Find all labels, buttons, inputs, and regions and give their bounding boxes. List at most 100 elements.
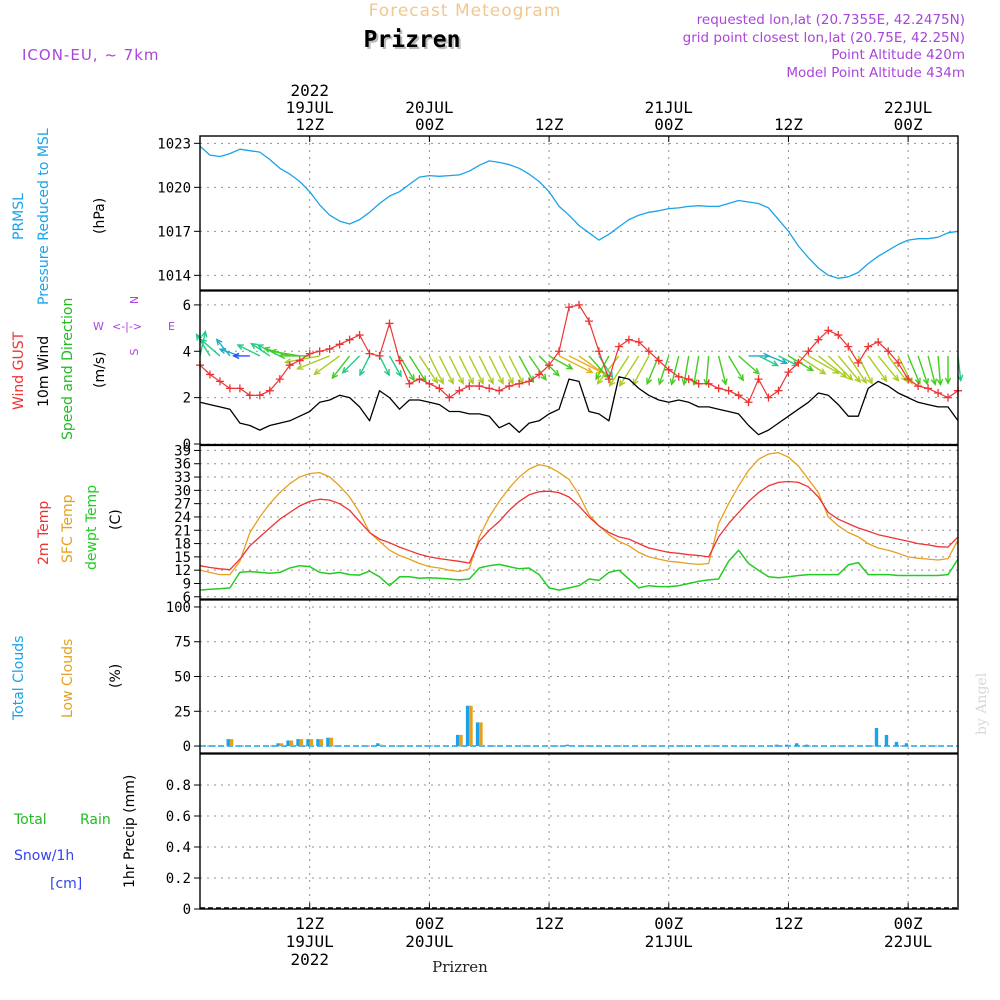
wind-arrow-head [437,377,444,385]
low-cloud-bar [299,739,304,747]
ytick-label-2: 6 [183,590,191,606]
wind-arrow [927,355,936,385]
ytick-label-2: 9 [183,576,191,592]
low-cloud-bar [459,734,463,747]
wind-arrow [728,355,744,381]
wind-arrow-head [854,375,862,384]
wind-arrow-head [477,377,484,385]
gust-marker [575,300,583,309]
wind-arrow-head [232,352,240,360]
wind-arrow [418,355,438,384]
wind-arrow-head [866,377,873,385]
temp-unit: (C) [108,509,124,530]
wind-arrow [768,355,787,364]
wind-arrow [488,355,504,384]
wind-arrow [798,355,826,375]
precip-rain-label: Rain [80,812,111,828]
wind-arrow [738,355,760,375]
wind-arrow [705,355,710,385]
gust-marker [335,340,344,349]
gust-marker [205,370,214,379]
low-clouds-label: Low Clouds [60,639,76,718]
wind-arrow-head [395,370,402,378]
ytick-label-3: 100 [166,600,191,616]
wind-arrow-head [618,379,626,387]
wind-arrow [548,355,573,370]
wind-arrow [917,355,929,385]
total-cloud-bar [296,739,300,747]
gust-marker [894,358,903,367]
wind-arrow [270,350,300,357]
dewpt-label: dewpt Temp [84,485,100,570]
total-cloud-bar [306,739,310,747]
wind-arrow-head [313,368,321,376]
wind-arrow-head [632,378,639,387]
wind-arrow [758,355,778,367]
wind-arrow [359,355,371,376]
top-time-label: 00Z [654,115,683,134]
wind-arrow-head [608,379,616,387]
plot-frame [199,135,959,910]
top-time-label: 12Z [774,115,803,134]
suptitle: Forecast Meteogram [369,1,562,21]
title-shadow: Prizren [366,29,463,55]
ytick-label-2: 27 [174,497,191,513]
wind-arrow [528,355,547,381]
wind-arrow [847,355,867,384]
gust-marker [265,386,274,395]
gust-marker [884,347,893,356]
wind-unit: (m/s) [92,351,108,388]
ytick-label-2: 24 [174,510,191,526]
wind-arrow [827,355,853,381]
bottom-time-label: 12Z [295,914,324,933]
ytick-label-2: 39 [174,443,191,459]
gust-marker [774,386,783,395]
gust-marker [275,375,284,384]
wind-arrow-head [819,368,827,375]
bottom-time-label: 00Z [894,914,923,933]
low-cloud-bar [479,722,483,747]
gust-marker [415,375,424,384]
wind-arrow [937,355,942,385]
wind-arrow-head [528,375,535,384]
wind-arrow-head [383,369,390,377]
wind-arrow [237,344,261,357]
wind-arrow [448,355,464,384]
gust-marker [664,365,673,374]
low-cloud-bar [329,737,334,747]
wind-arrow [438,355,454,384]
total-cloud-bar [894,741,899,747]
ytick-label-1: 0 [183,437,191,453]
total-cloud-bar [455,734,460,747]
low-cloud-bar [229,739,234,747]
wind-arrow [378,355,390,376]
low-cloud-bar [319,739,324,747]
gust-marker [235,384,244,393]
prmsl-desc-label: Pressure Reduced to MSL [36,128,52,305]
gust-marker [694,379,703,388]
wind-arrow [498,355,514,384]
footer-station: Prizren [432,958,488,976]
low-cloud-bar [309,739,314,747]
wind-arrow-head [681,378,688,387]
gust-marker [545,361,554,370]
prmsl-label: PRMSL [11,193,27,240]
low-cloud-bar [379,744,383,747]
wind-arrow-head [457,377,464,385]
ytick-label-0: 1014 [157,268,191,284]
low-cloud-bar [469,705,473,747]
ytick-label-4: 0.2 [166,871,191,887]
gust-marker [854,358,863,367]
wind-arrow-head [341,366,349,374]
ytick-label-0: 1020 [157,180,191,196]
watermark: by Angel [974,672,990,735]
wind-arrow [887,355,908,382]
gust-marker [445,393,454,402]
gust-marker [505,382,514,391]
gust-marker [215,377,224,386]
ytick-label-2: 18 [174,537,191,553]
wind-arrow [388,355,402,377]
total-cloud-bar [795,743,799,747]
wind-arrow-head [860,376,868,385]
ytick-label-2: 30 [174,483,191,499]
